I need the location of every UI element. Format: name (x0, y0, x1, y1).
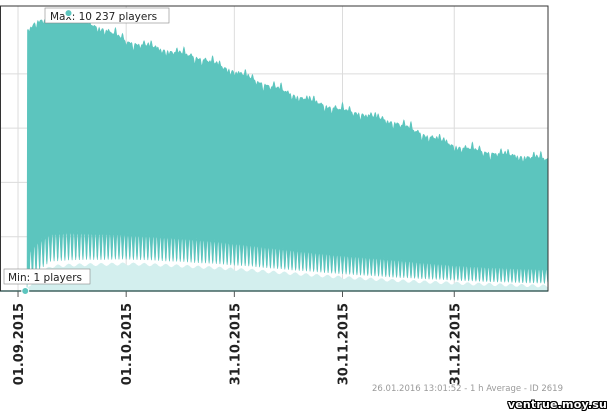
max-point-marker (64, 9, 73, 18)
min-label: Min: 1 players (8, 272, 82, 284)
min-series-area (25, 262, 549, 291)
plot-frame (0, 5, 549, 292)
max-label: Max: 10 237 players (50, 11, 157, 23)
site-watermark: ventrue.moy.su (507, 398, 607, 411)
x-tick-label: 30.11.2015 (337, 303, 352, 385)
x-tick-label: 31.12.2015 (448, 303, 463, 385)
chart-footer: 26.01.2016 13:01:52 - 1 h Average - ID 2… (372, 384, 563, 394)
x-tick-label: 31.10.2015 (228, 303, 243, 385)
min-label-box (3, 268, 91, 285)
min-point-marker (21, 286, 30, 295)
max-label-box (44, 7, 170, 24)
x-tick-label: 01.09.2015 (12, 303, 27, 385)
x-tick-label: 01.10.2015 (120, 303, 135, 385)
